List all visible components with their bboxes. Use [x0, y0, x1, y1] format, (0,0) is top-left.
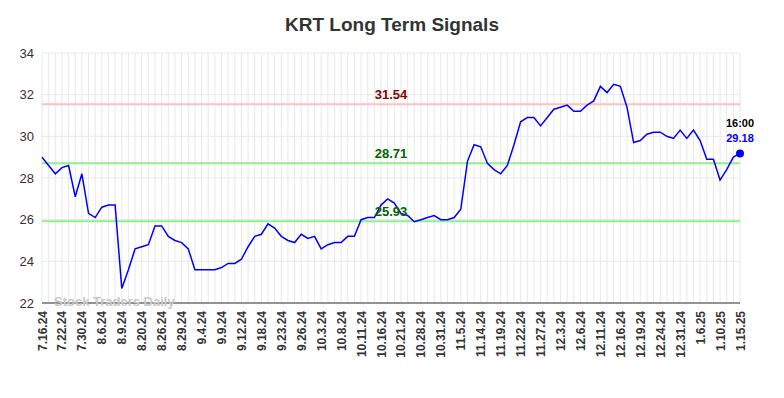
svg-text:10.11.24: 10.11.24 — [355, 311, 369, 357]
svg-text:25.93: 25.93 — [375, 204, 408, 219]
svg-text:10.21.24: 10.21.24 — [394, 311, 408, 358]
html-text:KRT Long Term Signals: KRT Long Term Signals — [285, 14, 499, 35]
svg-text:12.6.24: 12.6.24 — [574, 311, 588, 351]
svg-text:8.26.24: 8.26.24 — [155, 311, 169, 351]
svg-text:12.3.24: 12.3.24 — [554, 311, 568, 351]
svg-text:12.24.24: 12.24.24 — [654, 311, 668, 358]
svg-text:11.5.24: 11.5.24 — [454, 311, 468, 351]
svg-text:7.30.24: 7.30.24 — [75, 311, 89, 351]
svg-text:8.20.24: 8.20.24 — [135, 311, 149, 351]
svg-text:11.19.24: 11.19.24 — [494, 311, 508, 357]
svg-text:12.16.24: 12.16.24 — [614, 311, 628, 358]
svg-text:8.29.24: 8.29.24 — [175, 311, 189, 351]
svg-text:9.18.24: 9.18.24 — [255, 311, 269, 351]
svg-text:32: 32 — [20, 87, 34, 102]
svg-text:7.16.24: 7.16.24 — [36, 311, 50, 351]
svg-text:34: 34 — [20, 46, 34, 61]
svg-text:10.3.24: 10.3.24 — [315, 311, 329, 351]
svg-text:28: 28 — [20, 171, 34, 186]
html-text:Stock Traders Daily: Stock Traders Daily — [54, 294, 175, 309]
svg-text:9.9.24: 9.9.24 — [215, 311, 229, 345]
svg-text:22: 22 — [20, 296, 34, 311]
svg-text:28.71: 28.71 — [375, 146, 408, 161]
svg-text:9.12.24: 9.12.24 — [235, 311, 249, 351]
svg-text:26: 26 — [20, 212, 34, 227]
svg-text:1.6.25: 1.6.25 — [694, 311, 708, 345]
svg-text:10.31.24: 10.31.24 — [434, 311, 448, 358]
svg-text:10.16.24: 10.16.24 — [375, 311, 389, 358]
svg-text:10.28.24: 10.28.24 — [414, 311, 428, 358]
svg-text:24: 24 — [20, 254, 34, 269]
svg-text:11.22.24: 11.22.24 — [514, 311, 528, 357]
svg-text:12.11.24: 12.11.24 — [594, 311, 608, 357]
svg-text:9.23.24: 9.23.24 — [275, 311, 289, 351]
svg-text:12.19.24: 12.19.24 — [634, 311, 648, 358]
svg-text:1.10.25: 1.10.25 — [714, 311, 728, 351]
svg-text:11.14.24: 11.14.24 — [474, 311, 488, 357]
svg-text:29.18: 29.18 — [726, 132, 754, 144]
svg-text:8.9.24: 8.9.24 — [115, 311, 129, 345]
svg-text:16:00: 16:00 — [726, 117, 754, 129]
svg-text:9.4.24: 9.4.24 — [195, 311, 209, 345]
svg-text:1.15.25: 1.15.25 — [734, 311, 748, 351]
svg-text:30: 30 — [20, 129, 34, 144]
svg-text:12.31.24: 12.31.24 — [674, 311, 688, 358]
svg-text:9.26.24: 9.26.24 — [295, 311, 309, 351]
svg-text:11.27.24: 11.27.24 — [534, 311, 548, 357]
svg-text:31.54: 31.54 — [375, 87, 408, 102]
svg-text:8.6.24: 8.6.24 — [95, 311, 109, 345]
svg-text:10.8.24: 10.8.24 — [335, 311, 349, 351]
svg-text:7.22.24: 7.22.24 — [55, 311, 69, 351]
